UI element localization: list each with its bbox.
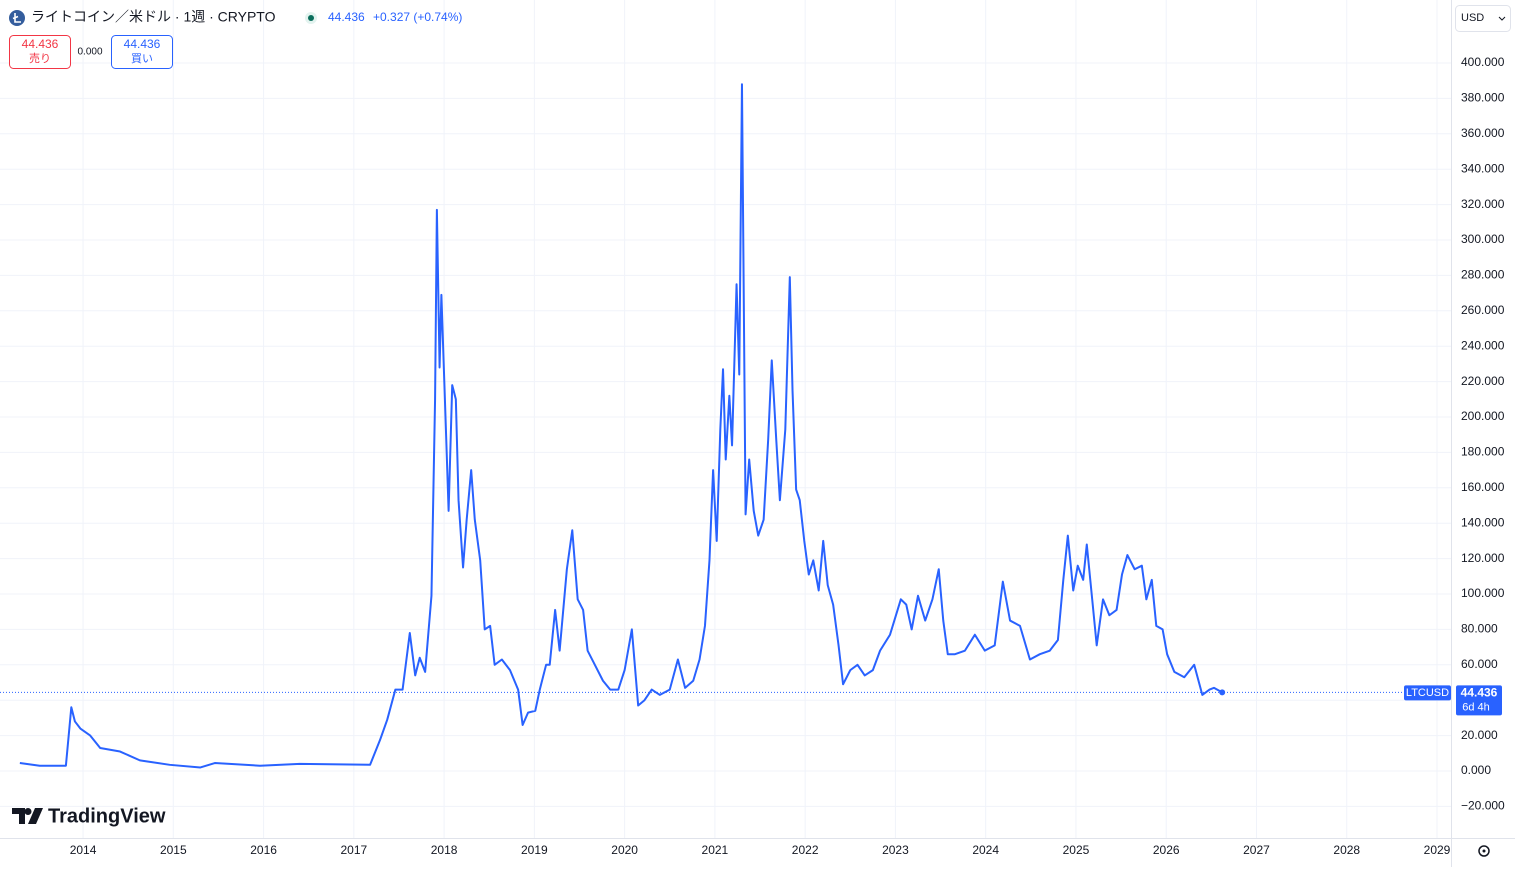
- currency-select[interactable]: [1455, 5, 1511, 32]
- x-tick-label: 2014: [70, 843, 97, 857]
- x-tick-label: 2021: [702, 843, 729, 857]
- x-tick-label: 2022: [792, 843, 819, 857]
- y-tick-label: 80.000: [1461, 622, 1498, 636]
- x-tick-label: 2017: [340, 843, 367, 857]
- price-badge: [1456, 685, 1502, 716]
- brand-name: TradingView: [48, 805, 166, 827]
- buy-label: 買い: [131, 52, 153, 65]
- buy-price: 44.436: [124, 37, 161, 51]
- last-point: [1219, 689, 1226, 696]
- y-tick-label: 240.000: [1461, 338, 1505, 352]
- y-tick-label: 0.000: [1461, 763, 1491, 777]
- y-tick-label: 220.000: [1461, 374, 1505, 388]
- x-tick-label: 2026: [1153, 843, 1180, 857]
- currency-chevron: [1498, 16, 1506, 21]
- brand-logo: [12, 808, 43, 824]
- y-tick-label: 360.000: [1461, 126, 1505, 140]
- sell-label: 売り: [29, 52, 51, 65]
- x-tick-label: 2019: [521, 843, 548, 857]
- settings-button[interactable]: [1478, 845, 1490, 857]
- y-tick-label: 300.000: [1461, 232, 1505, 246]
- sell-button[interactable]: [9, 35, 71, 69]
- series-name-badge: [1404, 685, 1451, 701]
- x-tick-label: 2024: [972, 843, 999, 857]
- countdown: 6d 4h: [1462, 701, 1490, 713]
- y-tick-label: 100.000: [1461, 586, 1505, 600]
- sell-price: 44.436: [22, 37, 59, 51]
- x-tick-label: 2016: [250, 843, 277, 857]
- currency-label: USD: [1461, 12, 1484, 24]
- y-tick-label: 260.000: [1461, 303, 1505, 317]
- x-tick-label: 2018: [431, 843, 458, 857]
- buy-button[interactable]: [111, 35, 173, 69]
- y-tick-label: 400.000: [1461, 55, 1505, 69]
- plot: [0, 83, 1451, 769]
- price-line: [19, 83, 1223, 769]
- x-tick-label: 2020: [611, 843, 638, 857]
- x-tick-label: 2027: [1243, 843, 1270, 857]
- price-badge-value: 44.436: [1461, 686, 1498, 700]
- y-tick-label: 280.000: [1461, 268, 1505, 282]
- x-tick-label: 2025: [1063, 843, 1090, 857]
- x-tick-label: 2029: [1424, 843, 1451, 857]
- header-price: 44.436: [328, 10, 365, 24]
- header-change: +0.327 (+0.74%): [373, 10, 462, 24]
- y-tick-label: −20.000: [1461, 799, 1505, 813]
- x-tick-label: 2028: [1333, 843, 1360, 857]
- axes: −20.0000.00020.00040.00060.00080.000100.…: [70, 55, 1505, 857]
- symbol-icon-glyph: [12, 13, 21, 23]
- y-tick-label: 200.000: [1461, 409, 1505, 423]
- y-tick-label: 340.000: [1461, 161, 1505, 175]
- y-tick-label: 160.000: [1461, 480, 1505, 494]
- settings-icon: [1482, 849, 1486, 853]
- y-tick-label: 140.000: [1461, 515, 1505, 529]
- symbol-icon: [9, 10, 25, 26]
- legend-label: LTCUSD: [1406, 687, 1449, 699]
- y-tick-label: 20.000: [1461, 728, 1498, 742]
- market-status-dot: [308, 15, 314, 21]
- spread: 0.000: [77, 47, 102, 58]
- x-tick-label: 2023: [882, 843, 909, 857]
- y-tick-label: 380.000: [1461, 91, 1505, 105]
- y-tick-label: 320.000: [1461, 197, 1505, 211]
- y-tick-label: 60.000: [1461, 657, 1498, 671]
- y-tick-label: 180.000: [1461, 445, 1505, 459]
- y-tick-label: 120.000: [1461, 551, 1505, 565]
- x-tick-label: 2015: [160, 843, 187, 857]
- symbol-title[interactable]: ライトコイン／米ドル · 1週 · CRYPTO: [31, 9, 276, 25]
